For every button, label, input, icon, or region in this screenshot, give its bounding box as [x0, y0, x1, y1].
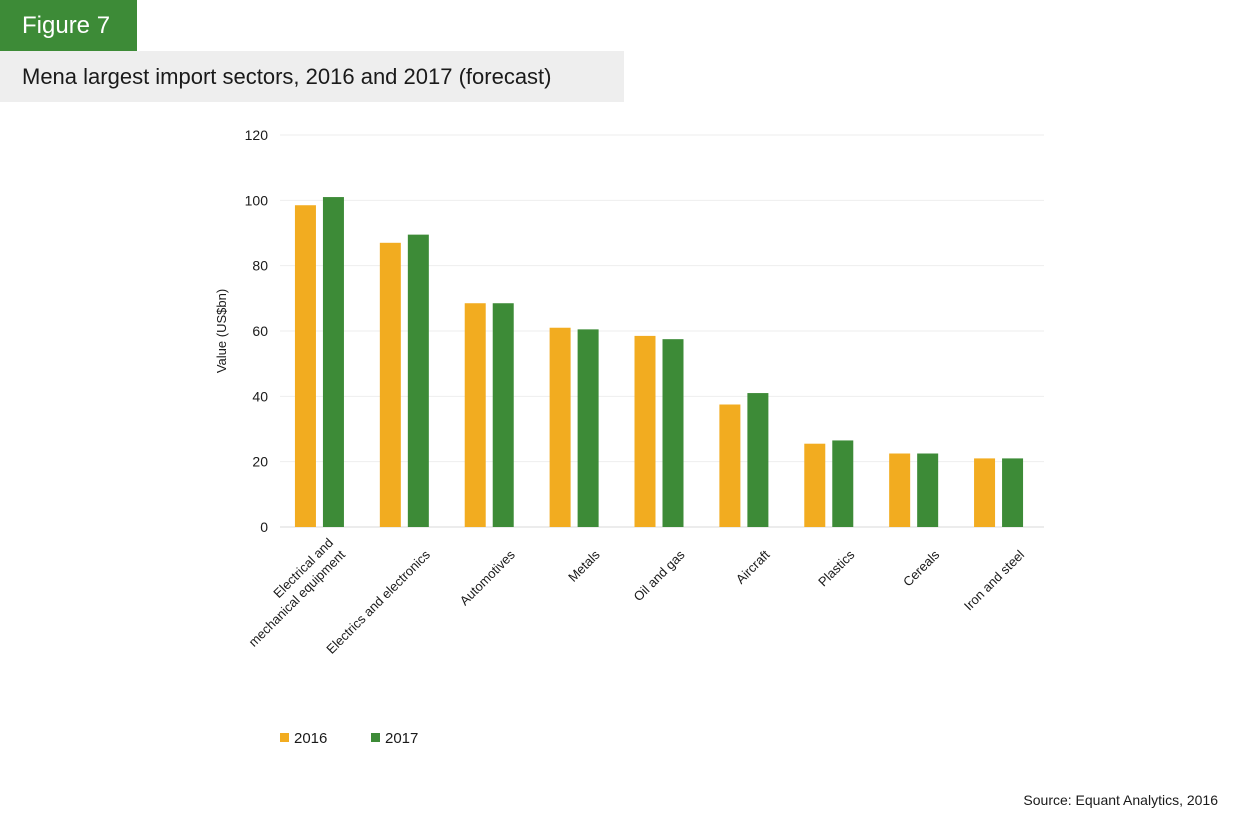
- bar-2016-6: [804, 443, 826, 527]
- x-tick-label-line: Oil and gas: [631, 547, 688, 604]
- legend-label-2017: 2017: [385, 730, 418, 747]
- bar-2016-7: [889, 453, 911, 527]
- bar-2017-5: [747, 393, 769, 527]
- legend-swatch-2017: [371, 733, 380, 742]
- bar-2017-6: [832, 440, 854, 527]
- x-tick-label-line: Cereals: [900, 547, 943, 590]
- bar-2016-4: [634, 335, 656, 527]
- bar-2017-1: [407, 234, 429, 527]
- y-axis-title: Value (US$bn): [214, 289, 229, 373]
- x-tick-label: Aircraft: [733, 547, 773, 587]
- bar-2016-0: [294, 205, 316, 527]
- bar-2016-2: [464, 303, 486, 527]
- bar-2017-4: [662, 339, 684, 527]
- legend-swatch-2016: [280, 733, 289, 742]
- x-tick-label: Iron and steel: [961, 547, 1027, 613]
- bar-2017-3: [577, 329, 599, 527]
- x-tick-label: Automotives: [457, 547, 519, 609]
- y-tick-label: 60: [252, 323, 268, 339]
- bar-2017-7: [917, 453, 939, 527]
- y-tick-label: 40: [252, 388, 268, 404]
- bar-2017-8: [1002, 458, 1024, 527]
- y-tick-label: 0: [260, 519, 268, 535]
- chart-title: Mena largest import sectors, 2016 and 20…: [0, 51, 624, 102]
- x-tick-label: Cereals: [900, 547, 943, 590]
- y-tick-label: 80: [252, 258, 268, 274]
- x-tick-label-line: Plastics: [815, 547, 858, 590]
- y-tick-label: 120: [245, 127, 269, 143]
- bar-2016-3: [549, 327, 571, 527]
- bar-2016-5: [719, 404, 741, 527]
- bar-2017-2: [492, 303, 514, 527]
- bar-2017-0: [322, 197, 344, 528]
- x-tick-label-line: Metals: [565, 547, 603, 585]
- x-tick-label-line: Iron and steel: [961, 547, 1027, 613]
- bar-2016-1: [379, 242, 401, 528]
- x-tick-label: Plastics: [815, 547, 858, 590]
- bar-2016-8: [974, 458, 996, 527]
- legend-label-2016: 2016: [294, 730, 327, 747]
- x-tick-label-line: Automotives: [457, 547, 519, 609]
- y-tick-label: 20: [252, 454, 268, 470]
- x-tick-label-line: Aircraft: [733, 547, 773, 587]
- y-tick-label: 100: [245, 192, 269, 208]
- figure-label: Figure 7: [0, 0, 137, 51]
- x-tick-label: Oil and gas: [631, 547, 688, 604]
- source-note: Source: Equant Analytics, 2016: [1023, 792, 1218, 808]
- x-tick-label: Metals: [565, 547, 603, 585]
